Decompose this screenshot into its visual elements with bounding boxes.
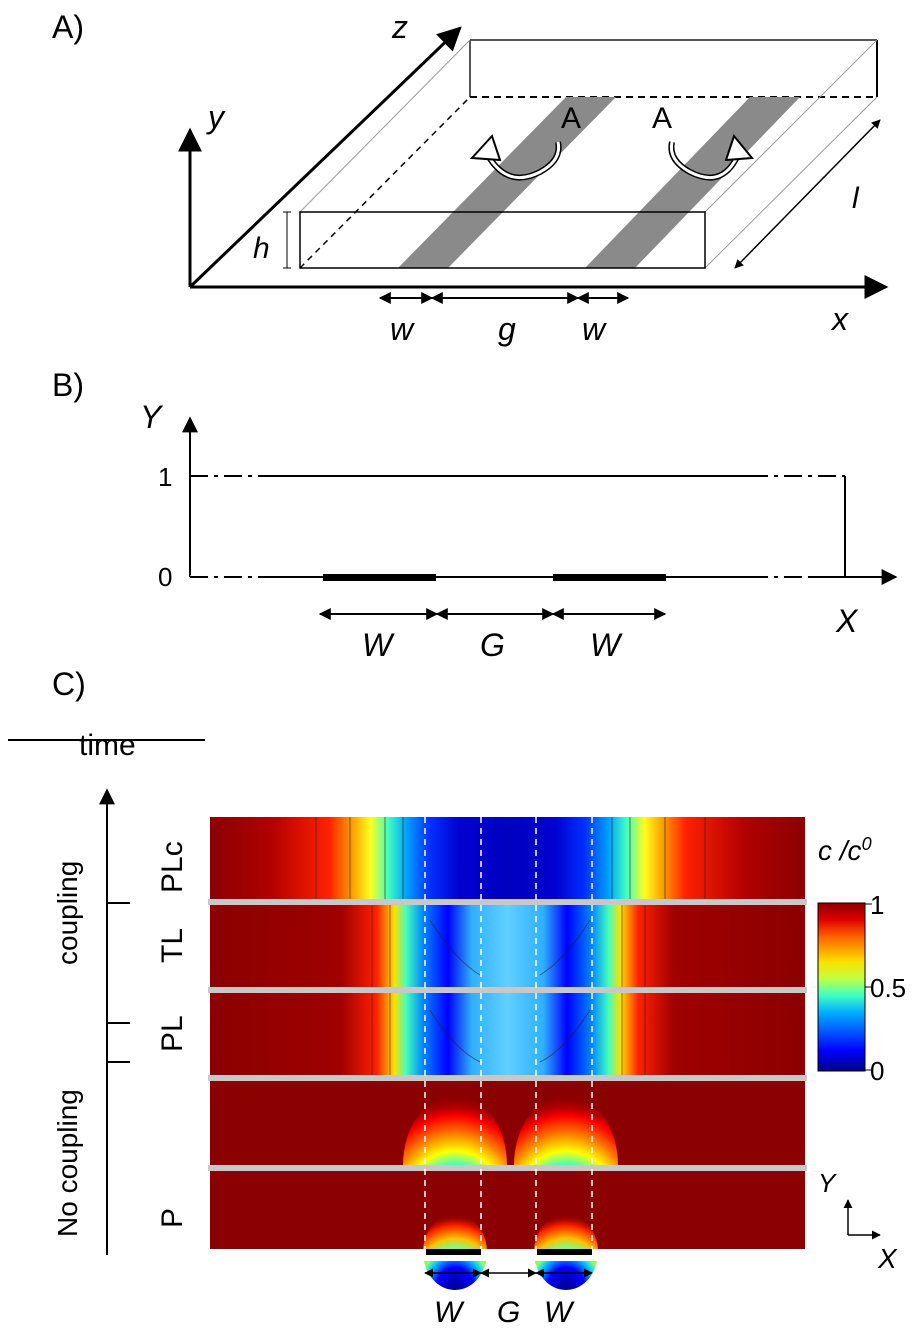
colorbar-scale: [817, 902, 866, 1072]
panel-c-label: C): [52, 666, 86, 702]
colorbar: c /c0 1 0.5 0: [817, 834, 906, 1086]
heatmap-row-plc: [210, 817, 805, 899]
z-axis: [188, 26, 462, 289]
b-axis-y-label: Y: [140, 399, 164, 435]
electrode-guides: [424, 817, 593, 1249]
xy-axes-icon: Y X: [818, 1168, 898, 1274]
length-marker: [734, 119, 881, 269]
box-top-left-edge: [299, 39, 471, 213]
time-label: time: [79, 729, 136, 762]
box-hidden-edge: [299, 96, 471, 269]
c-width-label-left: W: [434, 1296, 465, 1329]
panel-a: A) y z x A A: [52, 9, 889, 347]
electrode-left: [398, 97, 616, 268]
row-label-pl: PL: [156, 1015, 189, 1052]
b-width-label-right: W: [590, 627, 623, 663]
heatmap-row-4: [210, 1081, 805, 1165]
axis-y-label: y: [206, 99, 226, 135]
coupling-label: coupling: [52, 861, 83, 965]
heatmap-row-pl: [210, 993, 805, 1075]
b-electrode-right: [553, 574, 666, 581]
panel-b-label: B): [52, 367, 84, 403]
b-tick-0: 0: [158, 562, 172, 592]
width-label-right: w: [582, 311, 607, 347]
b-gap-label: G: [480, 627, 505, 663]
height-label: h: [253, 232, 270, 265]
row-label-plc: PLc: [156, 841, 189, 893]
b-tick-1: 1: [158, 462, 172, 492]
c-electrode-right: [537, 1249, 592, 1255]
panel-a-label: A): [52, 9, 84, 45]
row-label-p: P: [156, 1208, 189, 1228]
axis-z-label: z: [391, 9, 408, 45]
c-axis-y-label: Y: [818, 1168, 837, 1198]
electrode-right: [585, 97, 800, 268]
c-axis-x-label: X: [877, 1243, 898, 1274]
heatmap-stack: [204, 817, 811, 1290]
gap-label: g: [498, 311, 516, 347]
colorbar-title: c /c0: [818, 834, 872, 866]
rotation-arrow-left-icon: [469, 134, 562, 181]
panel-b: B) Y X 1 0 W G W: [52, 367, 898, 663]
b-electrode-left: [323, 574, 436, 581]
row-label-tl: TL: [156, 928, 189, 963]
width-label-left: w: [390, 311, 415, 347]
panel-c: C) time coupling No coupling PLc TL PL P: [8, 666, 906, 1329]
length-label: l: [852, 182, 860, 215]
electrode-right-label: A: [652, 102, 672, 135]
electrode-left-label: A: [561, 102, 581, 135]
c-gap-label: G: [497, 1296, 520, 1329]
heatmap-row-p: [210, 1171, 805, 1249]
no-coupling-label: No coupling: [52, 1089, 83, 1237]
b-width-label-left: W: [362, 627, 395, 663]
c-width-label-right: W: [544, 1296, 575, 1329]
colorbar-tick-0: 0: [870, 1056, 884, 1086]
colorbar-tick-05: 0.5: [870, 973, 906, 1003]
axis-x-label: x: [830, 301, 849, 337]
b-axis-x-label: X: [835, 603, 859, 639]
heatmap-row-tl: [210, 905, 805, 987]
box-front: [299, 211, 706, 269]
colorbar-tick-1: 1: [870, 890, 884, 920]
c-electrode-left: [426, 1249, 481, 1255]
